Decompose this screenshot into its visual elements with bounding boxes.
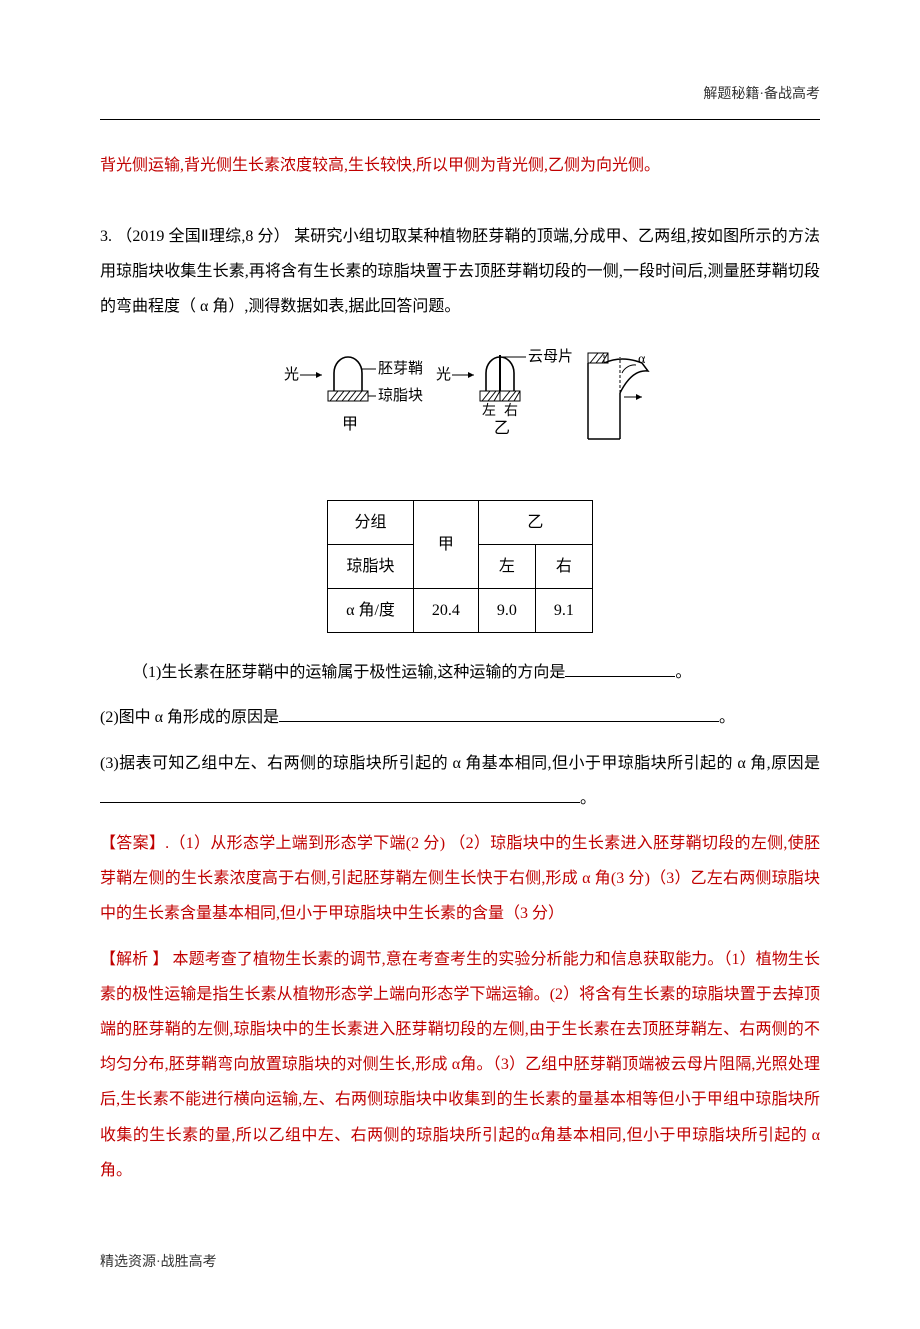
analysis-text: 本题考查了植物生长素的调节,意在考查考生的实验分析能力和信息获取能力。（1）植物… (100, 951, 820, 1179)
blank-line (100, 787, 580, 803)
yi-caption: 乙 (494, 420, 510, 437)
q3-number: 3. (100, 228, 112, 245)
q3-sub2: (2)图中 α 角形成的原因是 。 (100, 700, 820, 735)
alpha-label: α (638, 352, 646, 367)
cell-right: 9.1 (535, 589, 592, 633)
th-agar: 琼脂块 (328, 544, 414, 588)
q3-sub3: (3)据表可知乙组中左、右两侧的琼脂块所引起的 α 角基本相同,但小于甲琼脂块所… (100, 746, 820, 816)
q3-diagram: 光 胚芽鞘 琼脂块 甲 光 云母片 (100, 343, 820, 486)
light-label-yi: 光 (436, 366, 451, 383)
q3-sub1-post: 。 (675, 664, 691, 681)
page-header-right: 解题秘籍·备战高考 (100, 80, 820, 111)
th-right: 右 (535, 544, 592, 588)
q3-table: 分组 甲 乙 琼脂块 左 右 α 角/度 20.4 9.0 9.1 (100, 500, 820, 634)
q3-sub3-pre: (3)据表可知乙组中左、右两侧的琼脂块所引起的 α 角基本相同,但小于甲琼脂块所… (100, 755, 820, 772)
previous-answer-tail: 背光侧运输,背光侧生长素浓度较高,生长较快,所以甲侧为背光侧,乙侧为向光侧。 (100, 148, 820, 183)
q3-sub1-pre: （1)生长素在胚芽鞘中的运输属于极性运输,这种运输的方向是 (132, 664, 565, 681)
answer-text: .（1）从形态学上端到形态学下端(2 分) （2）琼脂块中的生长素进入胚芽鞘切段… (100, 835, 820, 922)
analysis-label: 【解析 】 (100, 951, 168, 968)
analysis-block: 【解析 】 本题考查了植物生长素的调节,意在考查考生的实验分析能力和信息获取能力… (100, 942, 820, 1188)
th-jia: 甲 (413, 500, 478, 588)
cell-jia: 20.4 (413, 589, 478, 633)
mica-label: 云母片 (528, 348, 573, 365)
agar-label: 琼脂块 (378, 387, 423, 404)
jia-caption: 甲 (342, 416, 358, 433)
q3-stem: 3. （2019 全国Ⅱ理综,8 分） 某研究小组切取某种植物胚芽鞘的顶端,分成… (100, 219, 820, 325)
blank-line (565, 661, 675, 677)
bud-label: 胚芽鞘 (378, 360, 423, 377)
th-yi: 乙 (478, 500, 592, 544)
row-label: α 角/度 (328, 589, 414, 633)
answer-block: 【答案】.（1）从形态学上端到形态学下端(2 分) （2）琼脂块中的生长素进入胚… (100, 826, 820, 932)
answer-label: 【答案】 (100, 835, 165, 852)
q3-sub2-post: 。 (719, 709, 735, 726)
q3-sub1: （1)生长素在胚芽鞘中的运输属于极性运输,这种运输的方向是 。 (100, 655, 820, 690)
page-footer: 精选资源·战胜高考 (100, 1248, 820, 1279)
diagram-svg: 光 胚芽鞘 琼脂块 甲 光 云母片 (250, 343, 670, 473)
header-divider (100, 119, 820, 120)
th-left: 左 (478, 544, 535, 588)
left-label: 左 (482, 403, 496, 419)
right-label: 右 (504, 403, 518, 419)
th-group: 分组 (328, 500, 414, 544)
q3-sub2-pre: (2)图中 α 角形成的原因是 (100, 709, 279, 726)
table-row: α 角/度 20.4 9.0 9.1 (328, 589, 593, 633)
blank-line (279, 706, 719, 722)
spacer (100, 193, 820, 219)
q3-sub3-post: 。 (580, 790, 596, 807)
light-label-jia: 光 (284, 366, 299, 383)
table-row: 分组 甲 乙 (328, 500, 593, 544)
q3-source: （2019 全国Ⅱ理综,8 分） (116, 228, 290, 245)
cell-left: 9.0 (478, 589, 535, 633)
